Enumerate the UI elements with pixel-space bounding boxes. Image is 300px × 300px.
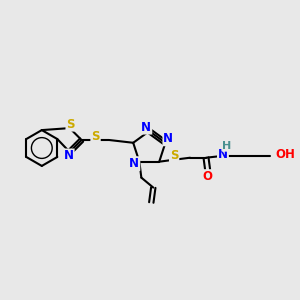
Text: N: N	[164, 132, 173, 145]
Text: H: H	[222, 141, 232, 151]
Text: N: N	[141, 121, 151, 134]
Text: S: S	[91, 130, 100, 142]
Text: N: N	[218, 148, 228, 161]
Text: N: N	[64, 149, 74, 163]
Text: N: N	[129, 157, 140, 170]
Text: OH: OH	[276, 148, 296, 161]
Text: S: S	[170, 149, 178, 162]
Text: S: S	[66, 118, 75, 130]
Text: O: O	[202, 170, 212, 183]
